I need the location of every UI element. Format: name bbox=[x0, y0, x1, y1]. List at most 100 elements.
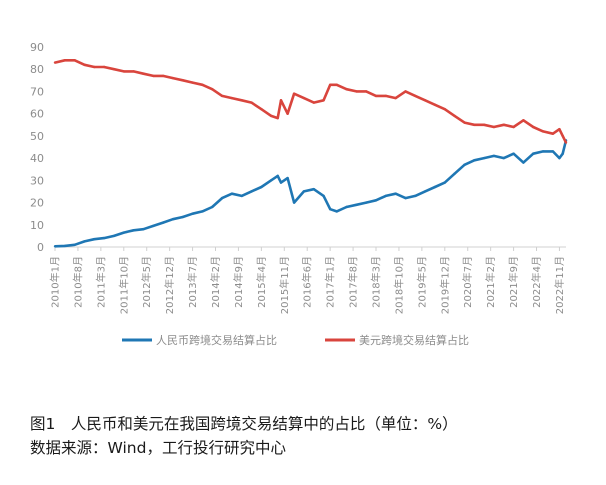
x-axis: 2010年1月 2010年8月 2011年3月 2011年10月 2012年5月 2012… bbox=[49, 247, 566, 314]
data-point-rmb bbox=[270, 179, 273, 182]
y-tick-label: 70 bbox=[30, 85, 44, 98]
data-point-rmb bbox=[250, 190, 253, 193]
data-point-rmb bbox=[443, 181, 446, 184]
y-tick-label: 10 bbox=[30, 219, 44, 232]
data-point-rmb bbox=[558, 156, 561, 160]
series-line-usd bbox=[54, 59, 568, 144]
line-chart: 0 10 20 30 40 50 60 70 80 90 2010年1月 2010年8月 2011年3… bbox=[30, 41, 568, 347]
data-point-usd bbox=[201, 83, 204, 87]
data-point-usd bbox=[482, 123, 486, 127]
data-point-usd bbox=[142, 72, 145, 75]
data-point-usd bbox=[181, 79, 184, 82]
x-tick-label: 2012年5月 bbox=[140, 256, 153, 308]
data-point-usd bbox=[260, 108, 263, 111]
y-tick-label: 30 bbox=[30, 174, 44, 187]
data-point-rmb bbox=[292, 201, 296, 204]
x-tick-label: 2011年3月 bbox=[94, 256, 107, 308]
data-point-rmb bbox=[384, 194, 387, 198]
data-point-rmb bbox=[365, 201, 368, 204]
x-tick-label: 2011年10月 bbox=[117, 256, 130, 314]
data-point-rmb bbox=[473, 159, 476, 162]
data-point-rmb bbox=[83, 240, 86, 243]
legend-label-rmb: 人民币跨境交易结算占比 bbox=[156, 333, 277, 347]
data-point-usd bbox=[433, 103, 437, 107]
data-point-rmb bbox=[122, 231, 126, 234]
data-point-rmb bbox=[112, 234, 116, 238]
data-point-usd bbox=[414, 94, 417, 98]
x-tick-label: 2021年9月 bbox=[507, 256, 520, 308]
y-tick-label: 0 bbox=[37, 241, 44, 254]
data-point-rmb bbox=[230, 192, 234, 195]
data-point-usd bbox=[152, 74, 155, 78]
y-tick-label: 90 bbox=[30, 41, 44, 54]
data-point-rmb bbox=[161, 221, 165, 224]
data-point-usd bbox=[384, 94, 387, 98]
data-point-usd bbox=[270, 114, 273, 118]
data-point-rmb bbox=[302, 190, 306, 193]
x-tick-label: 2020年7月 bbox=[461, 256, 474, 308]
y-tick-label: 40 bbox=[30, 152, 44, 165]
data-point-rmb bbox=[345, 205, 348, 209]
y-tick-label: 80 bbox=[30, 63, 44, 76]
data-point-usd bbox=[335, 83, 338, 87]
x-tick-label: 2016年6月 bbox=[301, 256, 314, 308]
data-point-usd bbox=[492, 125, 496, 129]
data-point-usd bbox=[532, 125, 535, 129]
data-point-usd bbox=[322, 99, 325, 102]
data-point-rmb bbox=[541, 150, 545, 153]
data-point-rmb bbox=[512, 152, 515, 155]
data-point-usd bbox=[365, 90, 368, 93]
data-point-usd bbox=[171, 76, 175, 80]
data-point-usd bbox=[93, 65, 96, 69]
data-point-rmb bbox=[335, 210, 338, 213]
data-point-usd bbox=[564, 141, 568, 144]
data-point-usd bbox=[161, 74, 165, 78]
y-tick-label: 60 bbox=[30, 108, 44, 121]
data-point-usd bbox=[83, 63, 86, 66]
data-point-rmb bbox=[312, 188, 315, 191]
x-tick-label: 2014年9月 bbox=[232, 256, 245, 308]
data-point-usd bbox=[292, 92, 296, 95]
legend-label-usd: 美元跨境交易结算占比 bbox=[359, 333, 469, 347]
series-group bbox=[53, 59, 568, 248]
data-point-rmb bbox=[93, 238, 96, 241]
data-point-usd bbox=[404, 90, 407, 93]
data-point-usd bbox=[463, 121, 466, 124]
x-tick-label: 2019年12月 bbox=[438, 256, 451, 314]
data-point-rmb bbox=[201, 210, 204, 213]
data-point-usd bbox=[522, 119, 525, 122]
data-point-usd bbox=[473, 123, 476, 127]
data-point-usd bbox=[558, 128, 561, 131]
data-point-rmb bbox=[279, 181, 283, 184]
data-point-rmb bbox=[502, 156, 505, 160]
data-point-rmb bbox=[211, 205, 214, 209]
data-point-usd bbox=[240, 99, 243, 102]
data-point-usd bbox=[102, 65, 106, 69]
series-line-rmb bbox=[54, 139, 568, 248]
data-point-rmb bbox=[53, 245, 57, 248]
data-point-usd bbox=[355, 90, 358, 93]
data-point-rmb bbox=[522, 161, 525, 164]
data-point-rmb bbox=[453, 172, 456, 175]
data-point-rmb bbox=[220, 196, 224, 200]
x-tick-label: 2021年2月 bbox=[484, 256, 497, 308]
figure-caption: 图1 人民币和美元在我国跨境交易结算中的占比（单位：%） bbox=[30, 415, 458, 433]
data-point-usd bbox=[53, 61, 57, 64]
data-point-rmb bbox=[286, 176, 289, 180]
data-point-rmb bbox=[276, 174, 279, 178]
x-tick-label: 2018年10月 bbox=[392, 256, 405, 314]
legend: 人民币跨境交易结算占比 美元跨境交易结算占比 bbox=[122, 333, 469, 347]
data-point-rmb bbox=[374, 199, 378, 202]
data-point-rmb bbox=[73, 243, 76, 246]
data-point-rmb bbox=[561, 152, 564, 155]
data-point-usd bbox=[551, 132, 555, 135]
data-point-usd bbox=[286, 112, 289, 115]
x-tick-label: 2013年7月 bbox=[186, 256, 199, 308]
data-point-rmb bbox=[532, 152, 535, 155]
y-tick-label: 50 bbox=[30, 130, 44, 143]
data-point-usd bbox=[279, 99, 283, 102]
data-point-usd bbox=[453, 114, 456, 118]
data-point-rmb bbox=[181, 215, 184, 219]
x-tick-label: 2015年4月 bbox=[255, 256, 268, 308]
data-point-usd bbox=[250, 101, 253, 104]
